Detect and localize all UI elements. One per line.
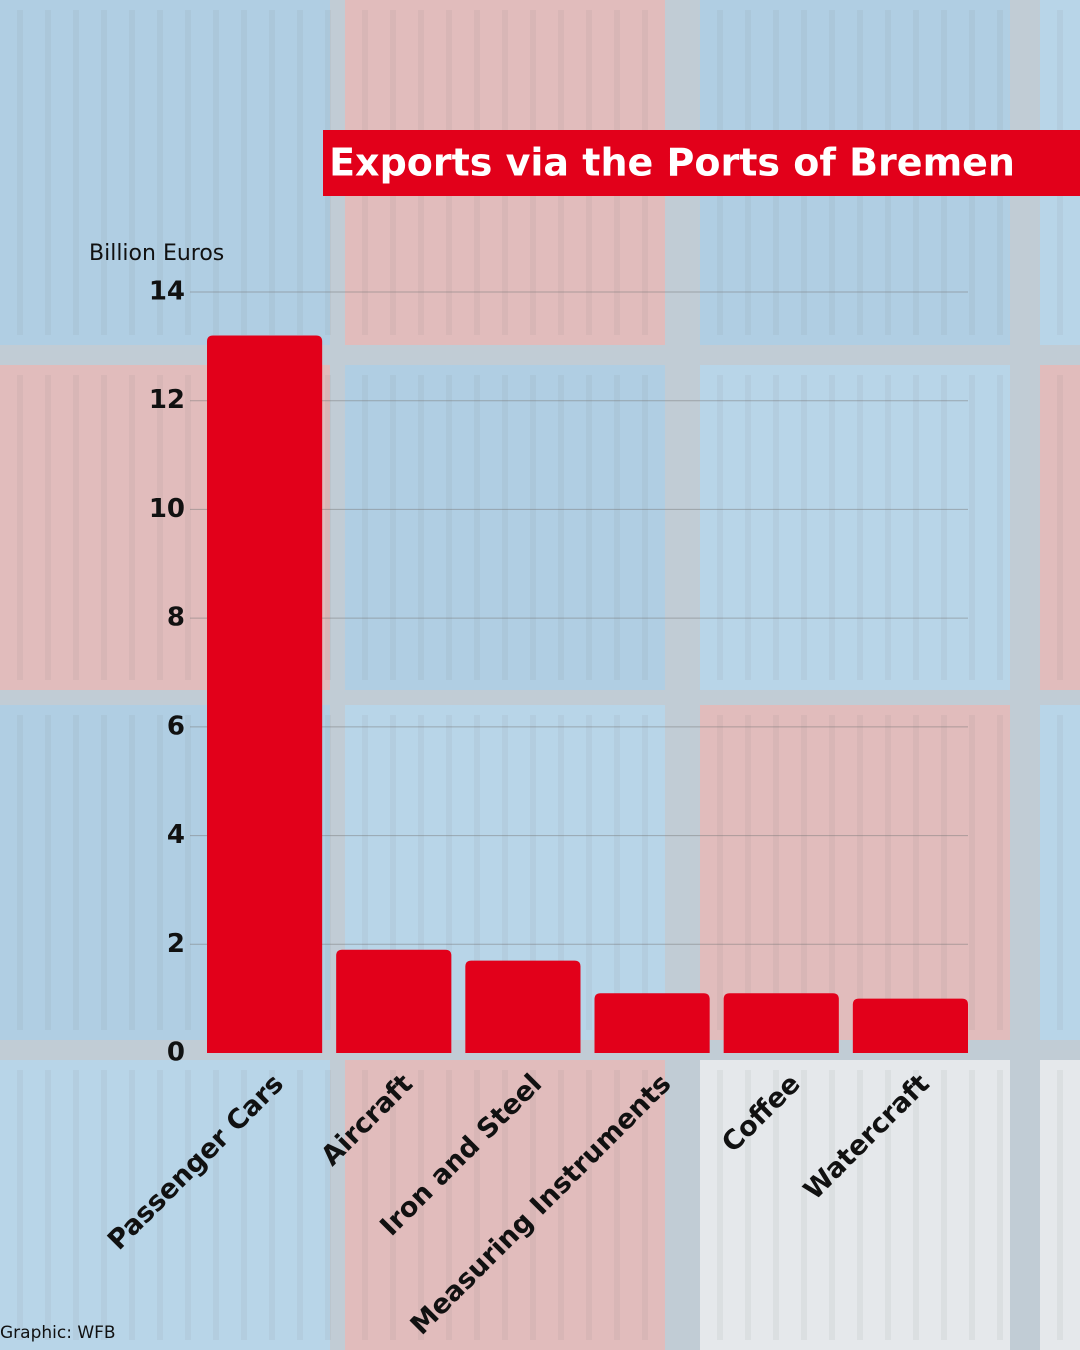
bg-container bbox=[1040, 705, 1080, 1040]
bg-container bbox=[1040, 365, 1080, 690]
source: Graphic: WFB bbox=[0, 1323, 116, 1343]
y-tick-label: 0 bbox=[167, 1038, 185, 1068]
bg-container bbox=[345, 365, 665, 690]
bg-container bbox=[345, 1060, 665, 1350]
y-tick-label: 10 bbox=[149, 494, 185, 524]
y-axis-label: Billion Euros bbox=[89, 241, 224, 266]
bar bbox=[465, 960, 581, 1053]
bg-container bbox=[700, 705, 1010, 1040]
y-tick-label: 6 bbox=[167, 711, 185, 741]
title-banner bbox=[323, 130, 1080, 196]
y-tick-label: 14 bbox=[149, 277, 185, 307]
bar bbox=[723, 993, 839, 1053]
bar bbox=[207, 335, 323, 1053]
bg-container bbox=[700, 1060, 1010, 1350]
bg-container bbox=[0, 1060, 330, 1350]
y-tick-label: 8 bbox=[167, 603, 185, 633]
y-tick-label: 12 bbox=[149, 385, 185, 415]
bar bbox=[336, 949, 452, 1053]
bar bbox=[852, 998, 968, 1053]
bg-container bbox=[1040, 1060, 1080, 1350]
y-tick-label: 2 bbox=[167, 929, 185, 959]
bar bbox=[594, 993, 710, 1053]
bg-container bbox=[0, 0, 330, 345]
y-tick-label: 4 bbox=[167, 820, 185, 850]
chart-title: Exports via the Ports of Bremen bbox=[329, 141, 1015, 185]
bg-container bbox=[700, 365, 1010, 690]
